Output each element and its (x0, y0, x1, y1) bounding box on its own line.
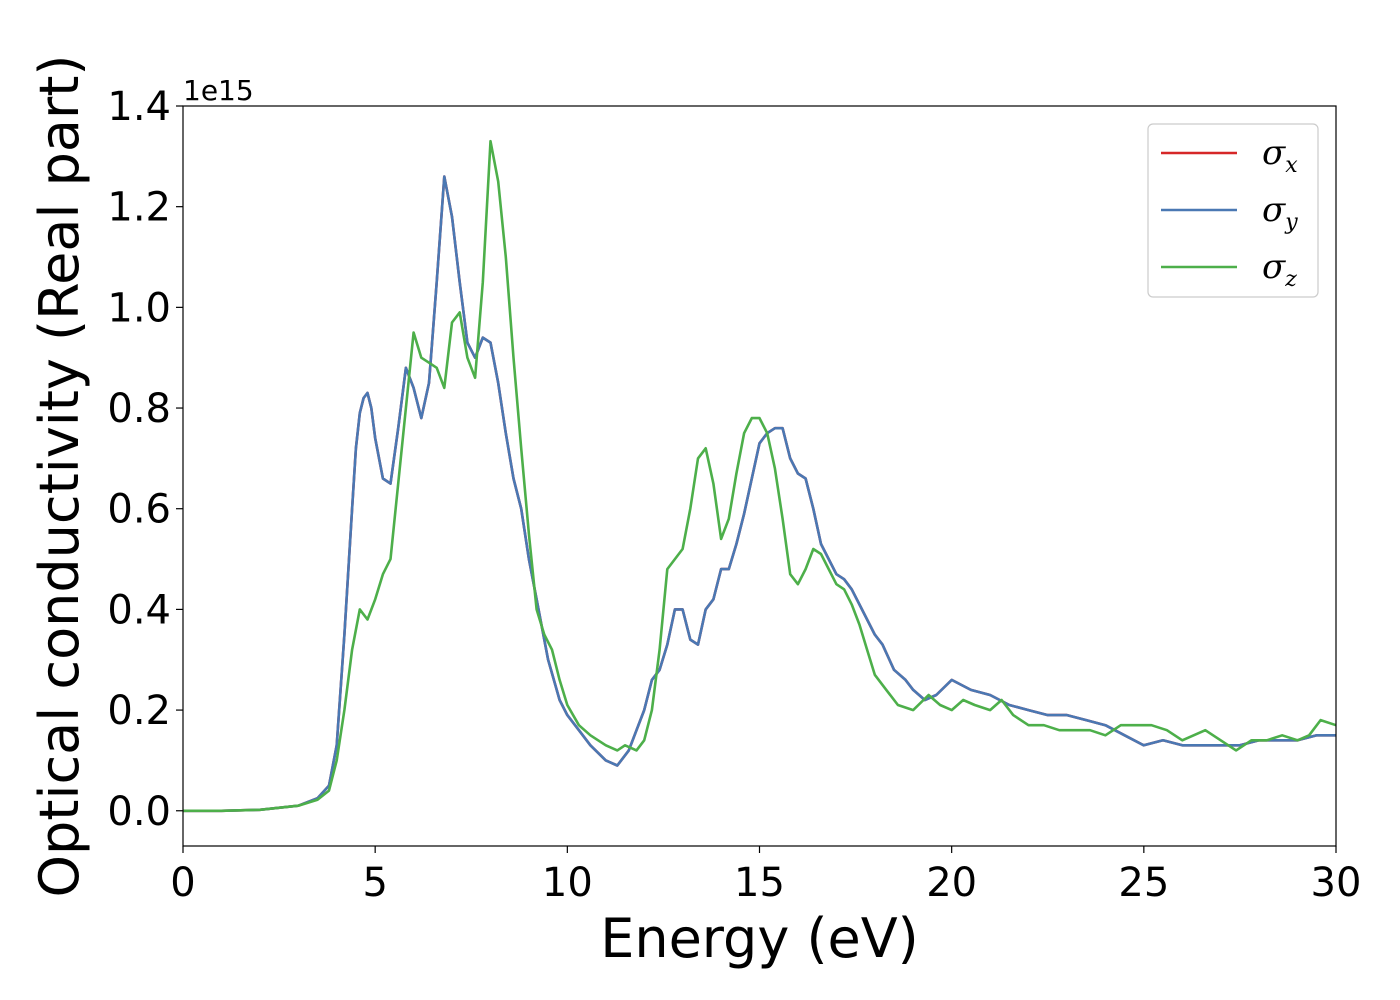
x-tick-label: 15 (734, 860, 785, 906)
y-offset-label: 1e15 (183, 74, 254, 107)
y-tick-label: 1.2 (107, 185, 171, 231)
plot-area (183, 106, 1336, 846)
x-tick-label: 5 (362, 860, 387, 906)
series-line-y (183, 175, 1336, 813)
y-axis-ticks: 0.0 0.2 0.4 0.6 0.8 1.0 1.2 1.4 (107, 84, 183, 835)
y-tick-label: 0.8 (107, 386, 171, 432)
y-tick-label: 0.2 (107, 688, 171, 734)
legend: σx σy σz (1147, 123, 1319, 298)
x-tick-label: 0 (170, 860, 195, 906)
legend-label-x: σx (1262, 133, 1298, 178)
legend-label-z: σz (1262, 247, 1297, 292)
y-tick-label: 0.4 (107, 587, 171, 633)
y-tick-label: 1.0 (107, 285, 171, 331)
legend-label-y: σy (1262, 190, 1298, 235)
y-tick-label: 0.6 (107, 487, 171, 533)
y-tick-label: 1.4 (107, 84, 171, 130)
y-tick-label: 0.0 (107, 789, 171, 835)
x-tick-label: 30 (1311, 860, 1362, 906)
series-layer (183, 139, 1336, 813)
series-line-z (183, 139, 1336, 813)
x-tick-label: 20 (926, 860, 977, 906)
x-axis-title: Energy (eV) (600, 907, 919, 970)
x-axis-ticks: 0 5 10 15 20 25 30 (170, 846, 1361, 906)
x-tick-label: 10 (542, 860, 593, 906)
y-axis-title: Optical conductivity (Real part) (28, 55, 91, 898)
x-tick-label: 25 (1118, 860, 1169, 906)
